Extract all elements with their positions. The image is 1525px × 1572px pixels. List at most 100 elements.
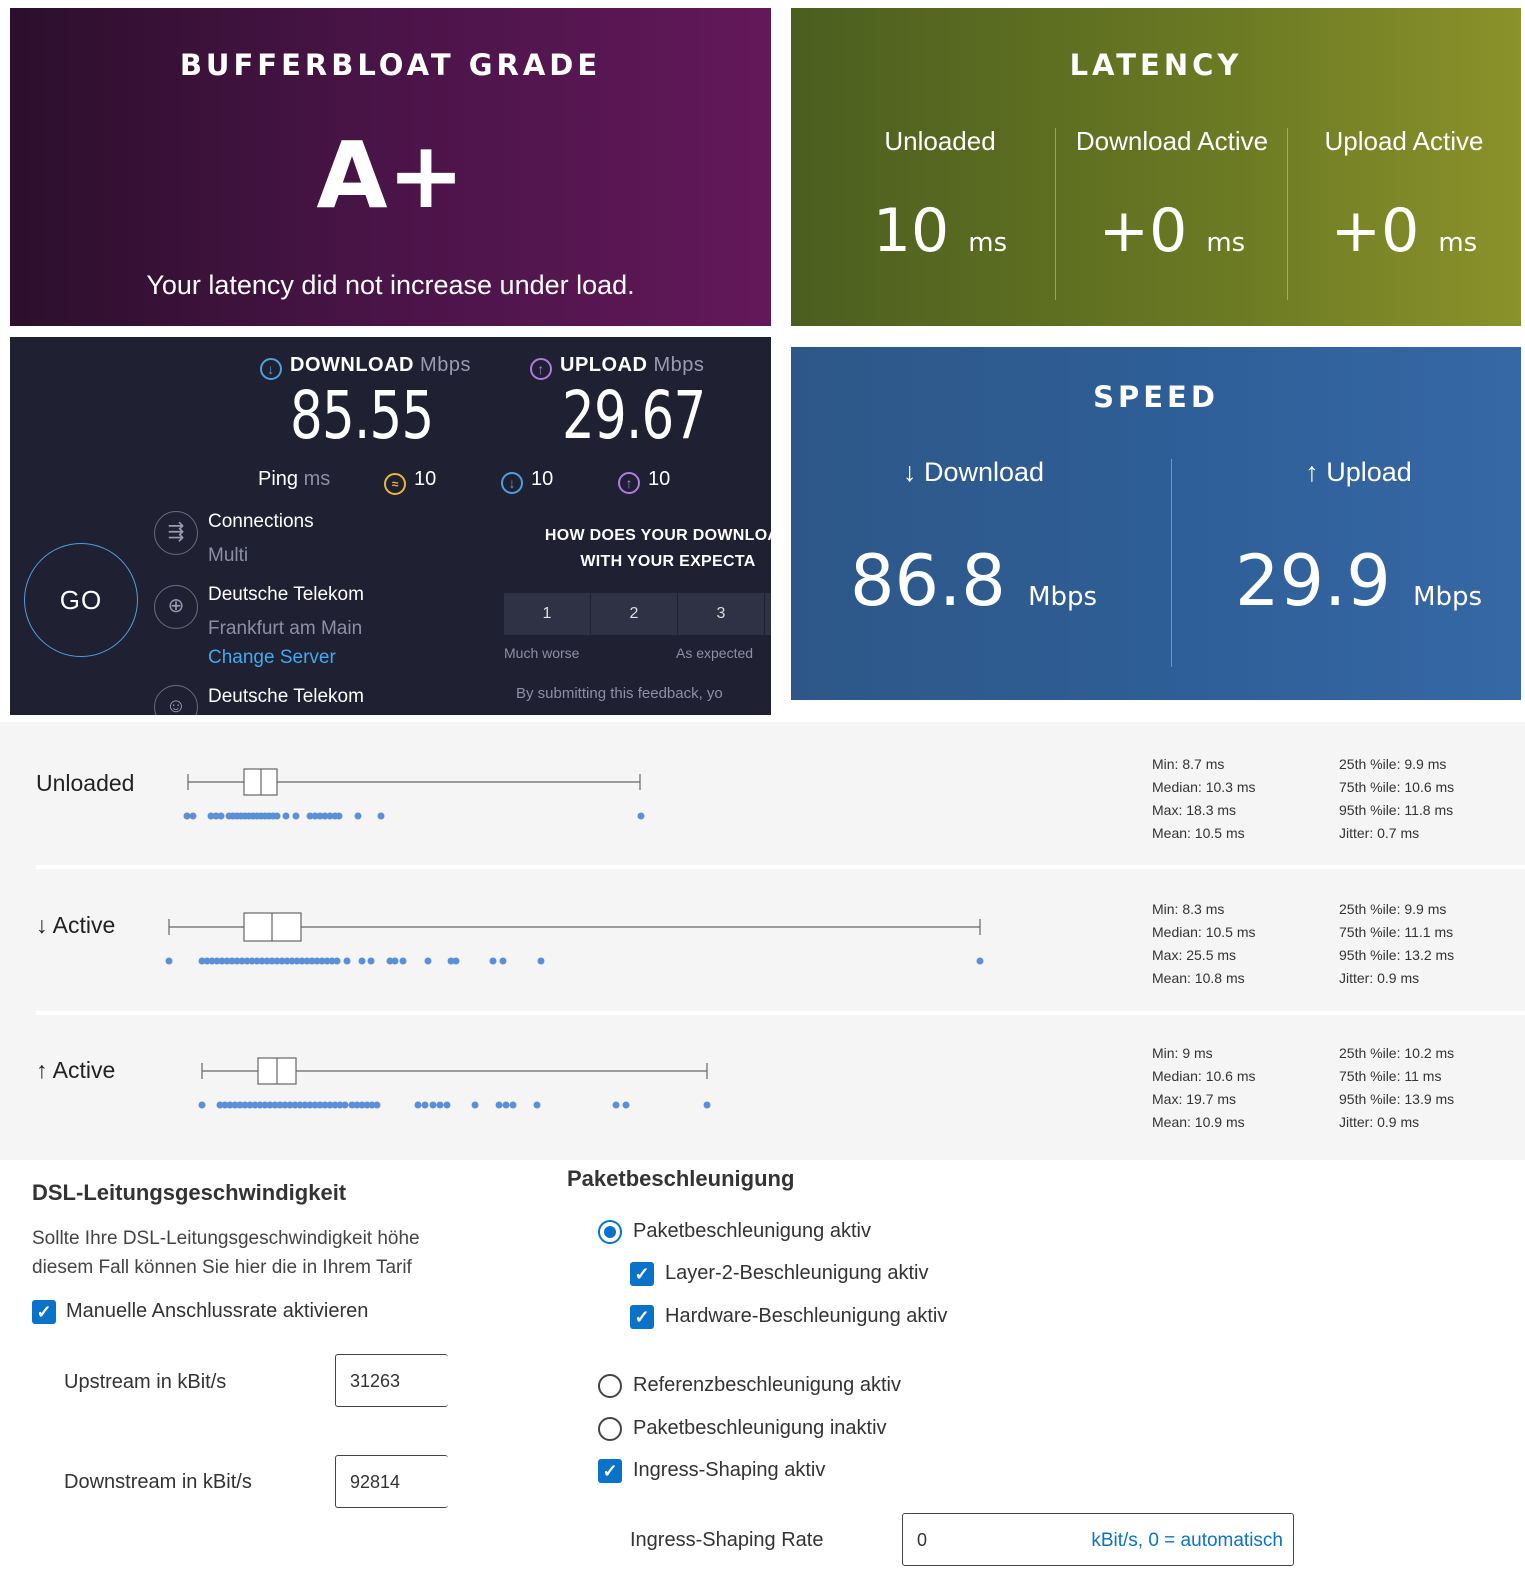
ping-download-icon: ↓ bbox=[501, 472, 523, 494]
ping-label-group: Ping ms bbox=[258, 468, 330, 491]
boxplot-unloaded bbox=[183, 768, 645, 820]
feedback-disclaimer: By submitting this feedback, yo bbox=[516, 685, 723, 702]
row-separator bbox=[36, 1011, 1525, 1015]
latency-download-active: Download Active +0 ms bbox=[1056, 116, 1288, 300]
stat-p25: 25th %ile: 9.9 ms bbox=[1339, 756, 1447, 772]
packet-heading: Paketbeschleunigung bbox=[567, 1166, 795, 1191]
connections-label: Connections bbox=[208, 511, 314, 532]
connections-value: Multi bbox=[208, 545, 249, 566]
latency-unloaded: Unloaded 10 ms bbox=[824, 116, 1056, 300]
download-speed-value: 85.55 bbox=[290, 377, 434, 454]
rating-button-3[interactable]: 3 bbox=[678, 593, 764, 635]
ingress-rate-value: 0 bbox=[917, 1530, 928, 1550]
dist-row-label-unloaded: Unloaded bbox=[36, 770, 135, 796]
rating-button-4[interactable] bbox=[765, 593, 771, 635]
user-icon: ☺ bbox=[154, 685, 198, 715]
stat-max: Max: 18.3 ms bbox=[1152, 802, 1237, 818]
ingress-checkbox[interactable]: ✓ bbox=[598, 1459, 622, 1483]
ingress-rate-label: Ingress-Shaping Rate bbox=[630, 1529, 824, 1551]
upload-arrow-icon: ↑ bbox=[530, 358, 552, 380]
ping-label: Ping bbox=[258, 468, 299, 490]
rating-button-2[interactable]: 2 bbox=[591, 593, 677, 635]
latency-divider bbox=[1287, 128, 1288, 300]
dots-download-active bbox=[165, 957, 984, 965]
rating-low-label: Much worse bbox=[504, 645, 580, 661]
radio-reference[interactable] bbox=[598, 1374, 622, 1398]
stat-max: Max: 19.7 ms bbox=[1152, 1091, 1237, 1107]
radio-packet-active[interactable] bbox=[598, 1220, 622, 1244]
ping-upload-icon: ↑ bbox=[618, 472, 640, 494]
change-server-link[interactable]: Change Server bbox=[208, 647, 336, 668]
latency-unloaded-unit: ms bbox=[968, 228, 1008, 258]
speed-upload-label: ↑ Upload bbox=[1305, 457, 1412, 487]
layer2-label: Layer-2-Beschleunigung aktiv bbox=[665, 1262, 929, 1284]
ping-unit: ms bbox=[303, 468, 331, 490]
upload-speed-value: 29.67 bbox=[562, 377, 706, 454]
speed-upload-value: 29.9 bbox=[1234, 540, 1391, 622]
ping-idle: ≈10 bbox=[384, 468, 436, 495]
speed-download-unit: Mbps bbox=[1028, 582, 1098, 612]
stat-min: Min: 8.3 ms bbox=[1152, 901, 1225, 917]
radio-packet-inactive[interactable] bbox=[598, 1417, 622, 1441]
download-label: DOWNLOAD bbox=[290, 354, 414, 376]
globe-icon: ⊕ bbox=[154, 585, 198, 629]
speed-divider bbox=[1171, 459, 1172, 667]
upload-unit: Mbps bbox=[653, 354, 705, 376]
manual-rate-checkbox[interactable]: ✓ bbox=[32, 1300, 56, 1324]
connections-icon: ⇶ bbox=[154, 511, 198, 555]
stats-upload-active-left: Min: 9 ms Median: 10.6 ms Max: 19.7 ms M… bbox=[1152, 1042, 1256, 1134]
latency-unloaded-value: 10 bbox=[872, 196, 950, 266]
ping-upload: ↑ 10 bbox=[618, 468, 670, 494]
speed-download-label: ↓ Download bbox=[902, 457, 1045, 487]
manual-rate-label: Manuelle Anschlussrate aktivieren bbox=[66, 1300, 369, 1322]
layer2-checkbox[interactable]: ✓ bbox=[630, 1262, 654, 1286]
dsl-text-line2: diesem Fall können Sie hier die in Ihrem… bbox=[32, 1257, 412, 1278]
download-header: ↓ DOWNLOAD Mbps bbox=[260, 354, 471, 380]
stat-max: Max: 25.5 ms bbox=[1152, 947, 1237, 963]
boxplot-upload-active bbox=[198, 1057, 711, 1109]
latency-upload-value: +0 bbox=[1330, 196, 1420, 266]
stat-mean: Mean: 10.5 ms bbox=[1152, 825, 1245, 841]
upstream-label: Upstream in kBit/s bbox=[64, 1371, 227, 1393]
download-arrow-icon: ↓ bbox=[260, 358, 282, 380]
stat-mean: Mean: 10.9 ms bbox=[1152, 1114, 1245, 1130]
downstream-input[interactable]: 92814 bbox=[335, 1455, 448, 1508]
ping-upload-value: 10 bbox=[648, 468, 671, 490]
latency-distribution: Unloaded Min: 8.7 ms Median: 10.3 ms Max… bbox=[0, 722, 1525, 1160]
upload-header: ↑ UPLOAD Mbps bbox=[530, 354, 704, 380]
dist-row-label-download-active: ↓ Active bbox=[36, 912, 116, 938]
dots-unloaded bbox=[183, 812, 645, 820]
upstream-input[interactable]: 31263 bbox=[335, 1354, 448, 1407]
provider-name: Deutsche Telekom bbox=[208, 686, 364, 707]
ping-download: ↓ 10 bbox=[501, 468, 553, 494]
dist-row-label-upload-active: ↑ Active bbox=[36, 1057, 116, 1083]
stat-mean: Mean: 10.8 ms bbox=[1152, 970, 1245, 986]
stat-min: Min: 8.7 ms bbox=[1152, 756, 1225, 772]
stats-unloaded-right: 25th %ile: 9.9 ms 75th %ile: 10.6 ms 95t… bbox=[1339, 753, 1454, 845]
speed-download: ↓ Download 86.8 Mbps bbox=[791, 457, 1156, 622]
downstream-label: Downstream in kBit/s bbox=[64, 1471, 252, 1493]
stat-jitter: Jitter: 0.7 ms bbox=[1339, 825, 1420, 841]
stat-median: Median: 10.6 ms bbox=[1152, 1068, 1256, 1084]
stat-p25: 25th %ile: 10.2 ms bbox=[1339, 1045, 1455, 1061]
latency-upload-label: Upload Active bbox=[1324, 126, 1484, 156]
ping-idle-value: 10 bbox=[414, 468, 437, 490]
stats-unloaded-left: Min: 8.7 ms Median: 10.3 ms Max: 18.3 ms… bbox=[1152, 753, 1256, 845]
latency-download-value: +0 bbox=[1098, 196, 1188, 266]
stat-p75: 75th %ile: 10.6 ms bbox=[1339, 779, 1455, 795]
inactive-label: Paketbeschleunigung inaktiv bbox=[633, 1417, 887, 1439]
dsl-description: Sollte Ihre DSL-Leitungsgeschwindigkeit … bbox=[32, 1224, 448, 1282]
stat-p25: 25th %ile: 9.9 ms bbox=[1339, 901, 1447, 917]
ping-download-value: 10 bbox=[531, 468, 554, 490]
ingress-rate-input[interactable]: 0 kBit/s, 0 = automatisch bbox=[902, 1513, 1294, 1566]
speedtest-panel: ↓ DOWNLOAD Mbps ↑ UPLOAD Mbps 85.55 29.67 … bbox=[10, 337, 771, 715]
speed-download-value: 86.8 bbox=[849, 540, 1006, 622]
feedback-question-line2: WITH YOUR EXPECTA bbox=[580, 553, 756, 570]
go-button[interactable]: GO bbox=[24, 543, 138, 657]
upload-label: UPLOAD bbox=[560, 354, 648, 376]
stats-upload-active-right: 25th %ile: 10.2 ms 75th %ile: 11 ms 95th… bbox=[1339, 1042, 1454, 1134]
hardware-checkbox[interactable]: ✓ bbox=[630, 1305, 654, 1329]
dsl-heading: DSL-Leitungsgeschwindigkeit bbox=[32, 1180, 347, 1205]
rating-button-1[interactable]: 1 bbox=[504, 593, 590, 635]
ingress-label: Ingress-Shaping aktiv bbox=[633, 1459, 826, 1481]
